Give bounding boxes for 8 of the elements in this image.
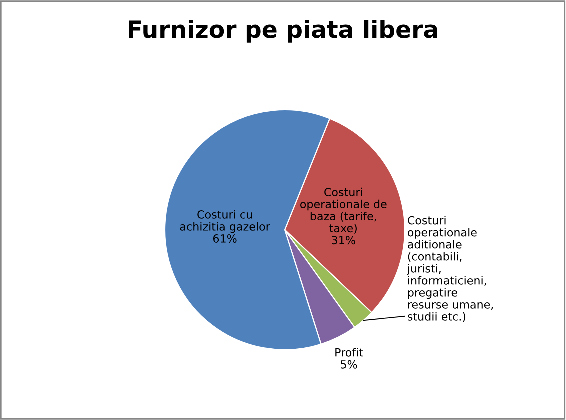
data-label: 5% xyxy=(341,360,358,369)
category-label: Costuri operationale aditionale (contabili, juristi, informaticieni, pregatire resurse umane, studii etc.) xyxy=(407,216,494,322)
slice-label: Costuri cu achizitia gazelor xyxy=(180,210,270,234)
slice-label: Profit xyxy=(336,348,364,357)
data-label: 61% xyxy=(213,234,237,243)
chart-title: Furnizor pe piata libera xyxy=(129,20,438,43)
data-label: 31% xyxy=(332,236,356,245)
slice-label: Costuri operationale de baza (tarife, taxe) xyxy=(300,188,387,234)
